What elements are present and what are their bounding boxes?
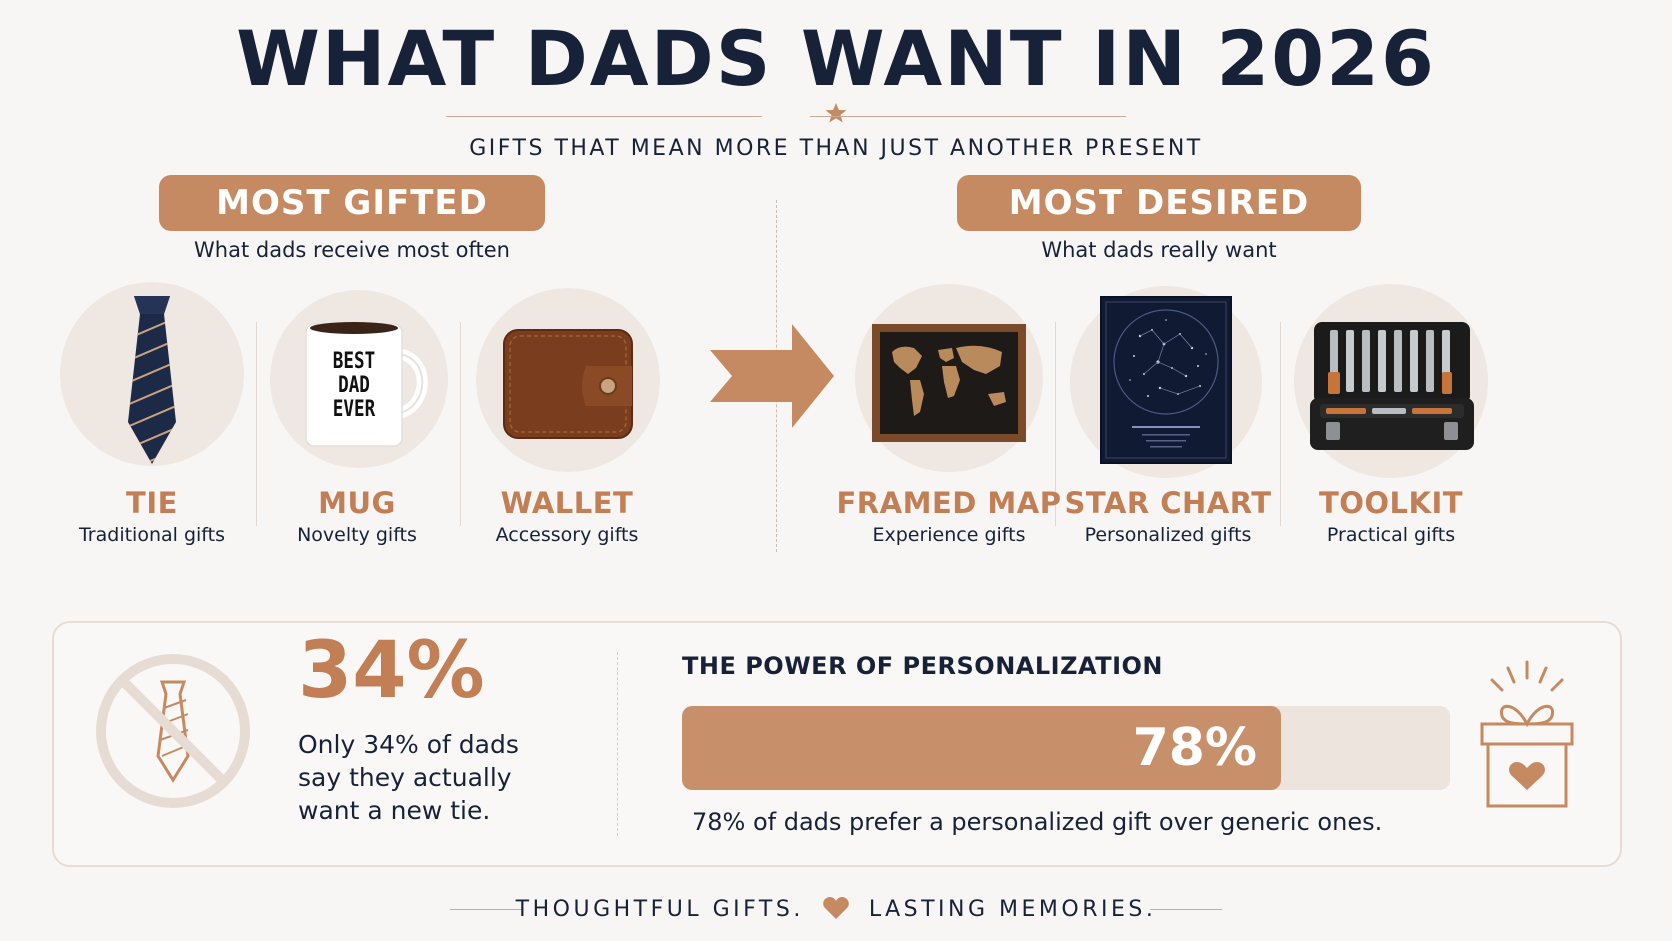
no-tie-icon bbox=[96, 654, 250, 808]
personalization-description: 78% of dads prefer a personalized gift o… bbox=[692, 808, 1383, 836]
item-category-mug: Novelty gifts bbox=[297, 524, 417, 546]
item-name-star-chart: STAR CHART bbox=[1064, 486, 1272, 520]
footer-right-text: LASTING MEMORIES. bbox=[868, 897, 1157, 922]
personalization-percent-label: 78% bbox=[1132, 718, 1258, 778]
personalization-progress-fill: 78% bbox=[682, 706, 1282, 790]
star-chart-icon bbox=[1100, 296, 1232, 464]
item-name-framed-map: FRAMED MAP bbox=[836, 486, 1062, 520]
item-separator bbox=[1055, 322, 1056, 526]
item-name-wallet: WALLET bbox=[500, 486, 634, 520]
stats-divider bbox=[617, 652, 618, 836]
page-subtitle: GIFTS THAT MEAN MORE THAN JUST ANOTHER P… bbox=[469, 136, 1203, 161]
tie-stat-line: want a new tie. bbox=[298, 796, 491, 825]
tie-icon bbox=[128, 296, 176, 464]
most-gifted-subheading: What dads receive most often bbox=[194, 238, 510, 262]
gift-heart-icon bbox=[1480, 660, 1574, 808]
tie-stat-text: Only 34% of dads say they actually want … bbox=[298, 728, 558, 827]
item-category-framed-map: Experience gifts bbox=[872, 524, 1026, 546]
mug-slogan-line: EVER bbox=[332, 397, 376, 422]
mug-slogan-line: BEST bbox=[332, 349, 376, 374]
arrow-right-icon bbox=[710, 324, 834, 428]
most-gifted-badge: MOST GIFTED bbox=[159, 175, 545, 231]
item-separator bbox=[460, 322, 461, 526]
footer-divider-right bbox=[1150, 909, 1222, 910]
footer-divider-left bbox=[450, 909, 522, 910]
title-divider-left bbox=[446, 116, 762, 117]
toolkit-icon bbox=[1310, 322, 1474, 450]
item-separator bbox=[256, 322, 257, 526]
item-name-tie: TIE bbox=[126, 486, 178, 520]
wallet-icon bbox=[503, 329, 633, 439]
most-desired-subheading: What dads really want bbox=[1041, 238, 1277, 262]
page-title: WHAT DADS WANT IN 2026 bbox=[236, 14, 1436, 103]
tie-stat-value: 34% bbox=[298, 626, 485, 716]
footer-tagline: THOUGHTFUL GIFTS. LASTING MEMORIES. bbox=[0, 896, 1672, 922]
star-icon bbox=[825, 103, 847, 123]
item-separator bbox=[1280, 322, 1281, 526]
mug-icon: BEST DAD EVER bbox=[300, 318, 440, 450]
personalization-title: THE POWER OF PERSONALIZATION bbox=[682, 652, 1163, 680]
title-divider-right bbox=[810, 116, 1126, 117]
item-category-tie: Traditional gifts bbox=[78, 524, 225, 546]
item-category-toolkit: Practical gifts bbox=[1326, 524, 1456, 546]
footer-left-text: THOUGHTFUL GIFTS. bbox=[515, 897, 804, 922]
most-desired-badge: MOST DESIRED bbox=[957, 175, 1361, 231]
framed-map-icon bbox=[872, 324, 1026, 442]
heart-icon bbox=[823, 897, 850, 919]
item-category-wallet: Accessory gifts bbox=[495, 524, 639, 546]
mug-slogan-line: DAD bbox=[338, 373, 370, 398]
mug-slogan: BEST DAD EVER bbox=[316, 350, 393, 422]
item-name-mug: MUG bbox=[318, 486, 396, 520]
tie-stat-line: say they actually bbox=[298, 763, 512, 792]
personalization-progress-bar: 78% bbox=[682, 706, 1450, 790]
tie-stat-line: Only 34% of dads bbox=[298, 730, 519, 759]
item-category-star-chart: Personalized gifts bbox=[1084, 524, 1252, 546]
item-name-toolkit: TOOLKIT bbox=[1318, 486, 1464, 520]
